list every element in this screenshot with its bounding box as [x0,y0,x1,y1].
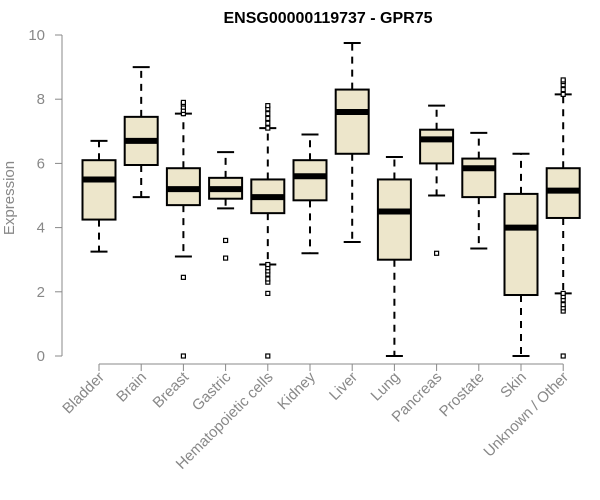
outlier-point [265,103,271,109]
outlier-point [223,255,229,261]
outlier-point [223,237,229,244]
x-tick-label: Bladder [59,369,108,418]
box-iqr [461,157,497,199]
outlier-point [265,261,271,268]
outlier-point [180,99,186,106]
x-tick-label: Skin [497,369,530,402]
x-tick-label: Kidney [274,368,319,413]
chart-title: ENSG00000119737 - GPR75 [223,10,432,27]
outlier-point [560,353,566,359]
outlier-point [560,91,566,97]
x-tick-label: Prostate [436,369,488,421]
outlier-point [265,120,271,126]
outlier-point [560,302,566,308]
box-iqr [503,192,539,297]
y-tick-label: 8 [37,91,45,108]
y-tick-label: 6 [37,155,45,172]
outlier-point [560,290,566,297]
outlier-point [265,111,271,117]
outlier-point [180,353,186,359]
outlier-point [265,276,271,282]
outlier-point [265,115,271,122]
x-tick-label: Lung [368,369,404,405]
y-tick-label: 10 [28,27,45,44]
box-iqr [334,88,370,155]
box-iqr [81,159,117,221]
x-tick-label: Brain [113,369,150,406]
outlier-point [560,77,566,83]
y-tick-label: 2 [37,284,45,301]
x-tick-label: Liver [326,369,361,404]
box-iqr [376,178,412,261]
x-tick-label: Breast [150,368,193,411]
y-tick-label: 0 [37,348,45,365]
outlier-point [180,274,186,280]
outlier-point [434,250,440,256]
box-iqr [419,128,455,165]
outlier-point [265,353,271,359]
box-iqr [292,159,328,202]
y-tick-label: 4 [37,220,45,237]
outlier-point [560,86,566,93]
outlier-point [265,125,271,131]
y-axis-label: Expression [1,161,18,235]
outlier-point [265,290,271,297]
